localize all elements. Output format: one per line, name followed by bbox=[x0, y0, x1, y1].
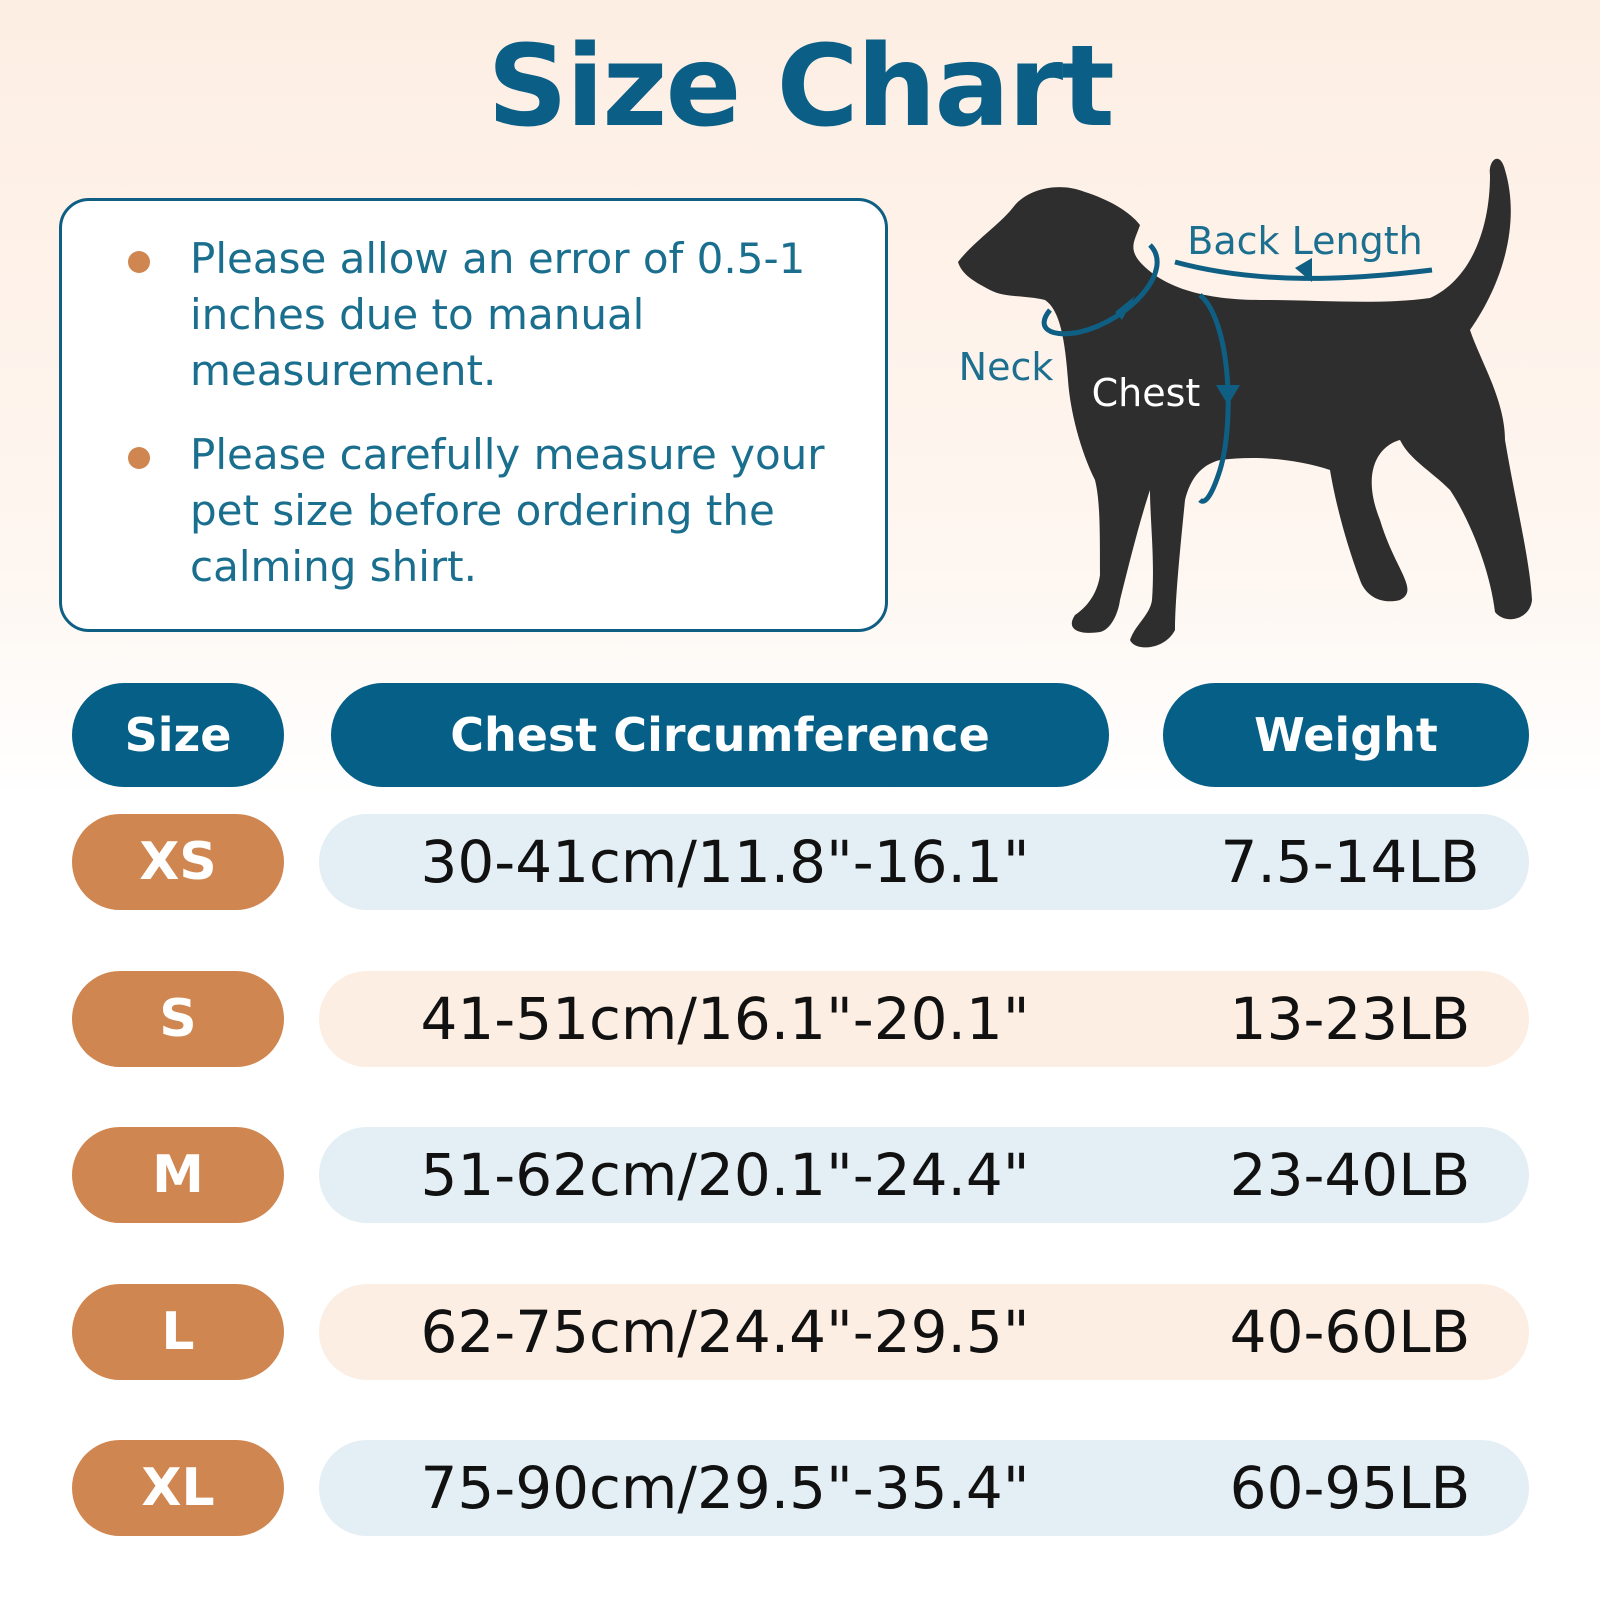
row-background bbox=[319, 970, 1529, 1067]
note: Please allow an error of 0.5-1 inches du… bbox=[190, 234, 806, 395]
chest-cell: 51-62cm/20.1"-24.4" bbox=[420, 1141, 1030, 1209]
size-cell: S bbox=[72, 970, 284, 1067]
row-background bbox=[319, 1440, 1529, 1536]
neck-measure bbox=[1041, 243, 1160, 337]
weight-cell: 7.5-14LB bbox=[1220, 828, 1480, 896]
row-background bbox=[319, 1127, 1529, 1223]
header-cell: Weight bbox=[1163, 683, 1529, 787]
notes-box: Please allow an error of 0.5-1 inches du… bbox=[59, 198, 888, 632]
header-cell: Size bbox=[72, 683, 284, 787]
chest-cell: 30-41cm/11.8"-16.1" bbox=[420, 828, 1030, 896]
weight-cell: 40-60LB bbox=[1229, 1297, 1471, 1366]
back-measure bbox=[1174, 259, 1433, 281]
dog-silhouette bbox=[958, 158, 1532, 648]
diagram-label: Neck bbox=[959, 345, 1054, 389]
chest-cell: 62-75cm/24.4"-29.5" bbox=[420, 1297, 1030, 1366]
header-cell: Chest Circumference bbox=[331, 683, 1109, 787]
diagram-label: Back Length bbox=[1187, 219, 1422, 263]
bullet bbox=[128, 447, 150, 469]
chest-cell: 75-90cm/29.5"-35.4" bbox=[420, 1454, 1030, 1522]
arrow bbox=[1216, 385, 1240, 405]
row-background bbox=[319, 1283, 1529, 1380]
size-cell: XL bbox=[72, 1440, 284, 1536]
note: Please carefully measure your pet size b… bbox=[190, 430, 825, 591]
dog-diagram: Back Length Neck Chest bbox=[958, 158, 1532, 648]
weight-cell: 60-95LB bbox=[1229, 1454, 1471, 1522]
diagram-label: Chest bbox=[1092, 371, 1201, 415]
size-cell: L bbox=[72, 1283, 284, 1380]
size-cell: XS bbox=[72, 814, 284, 910]
title: Size Chart bbox=[487, 22, 1114, 152]
chest-cell: 41-51cm/16.1"-20.1" bbox=[420, 984, 1030, 1053]
row-background bbox=[319, 814, 1529, 910]
weight-cell: 23-40LB bbox=[1229, 1141, 1471, 1209]
chest-measure bbox=[1198, 293, 1231, 504]
weight-cell: 13-23LB bbox=[1229, 984, 1471, 1053]
arrow bbox=[1115, 296, 1135, 320]
arrow bbox=[1295, 258, 1312, 282]
bullet bbox=[128, 251, 150, 273]
size-cell: M bbox=[72, 1127, 284, 1223]
